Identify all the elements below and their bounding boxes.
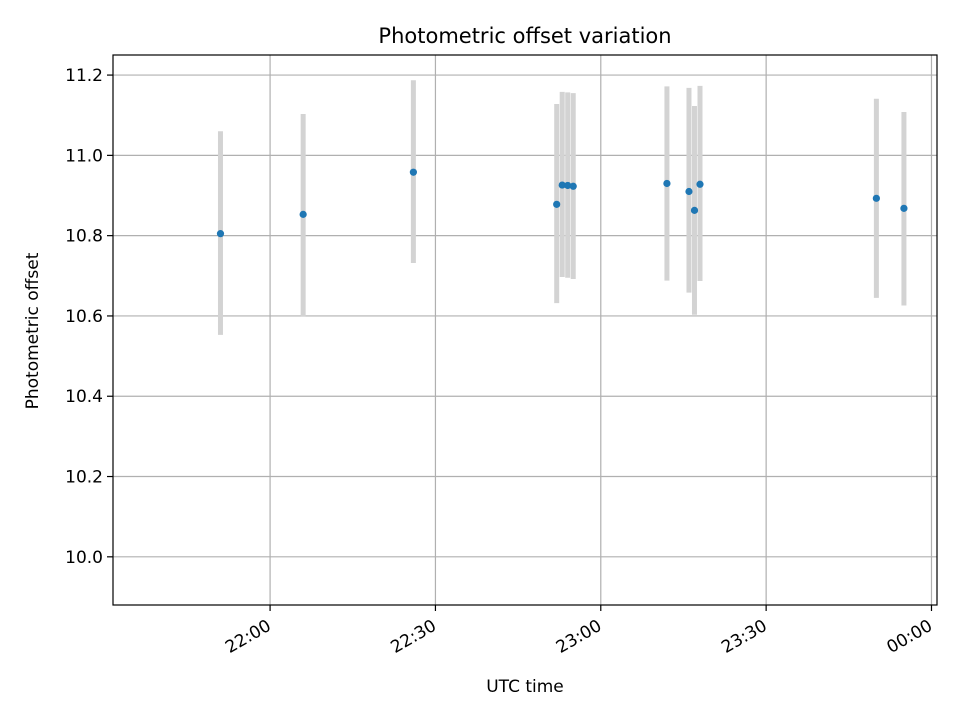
data-point (409, 168, 417, 176)
data-point (685, 187, 693, 196)
data-point (299, 210, 307, 218)
y-tick-label: 10.0 (65, 548, 103, 568)
data-point (900, 204, 908, 212)
plot-frame (112, 54, 938, 606)
chart-title: Photometric offset variation (378, 24, 671, 48)
y-tick-label: 10.8 (65, 227, 103, 247)
data-point (872, 194, 880, 202)
x-axis-label: UTC time (486, 677, 564, 697)
data-point (569, 182, 577, 190)
y-axis-label: Photometric offset (23, 252, 43, 409)
y-tick-label: 10.4 (65, 387, 103, 407)
data-point (558, 181, 566, 189)
y-tick-label: 11.0 (65, 146, 103, 166)
data-point (564, 181, 572, 190)
data-points (216, 168, 908, 238)
grid-lines (113, 55, 937, 605)
data-point (216, 230, 225, 238)
data-point (553, 200, 561, 208)
y-tick-label: 10.2 (65, 468, 103, 488)
y-tick-label: 11.2 (65, 66, 103, 86)
y-axis-ticks: 10.0 10.2 10.4 10.6 10.8 11.0 11.2 (65, 66, 113, 568)
data-point (690, 206, 699, 214)
data-point (696, 180, 704, 188)
y-tick-label: 10.6 (65, 307, 103, 327)
data-point (663, 179, 671, 188)
